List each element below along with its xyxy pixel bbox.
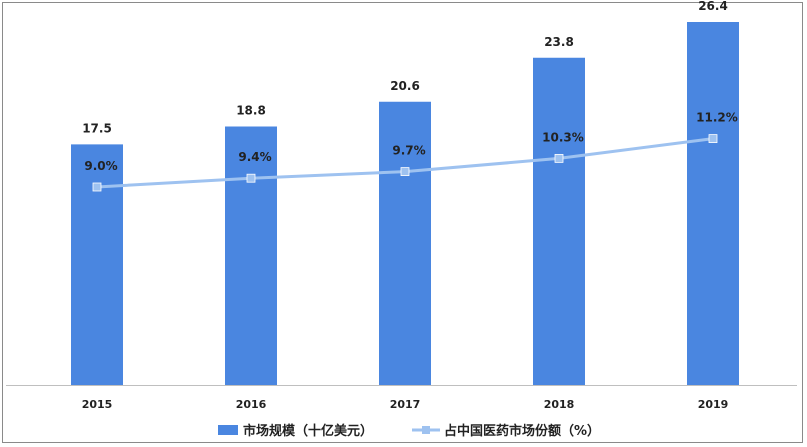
line-value-label-2018: 10.3% [542,130,584,144]
line-marker-2018 [554,153,564,163]
bar-value-label-2016: 18.8 [236,104,266,118]
legend-label-line: 占中国医药市场份额（%） [444,423,600,439]
line-marker-2015 [92,182,102,192]
line-marker-2016 [246,173,256,183]
line-value-label-2016: 9.4% [238,150,271,164]
line-value-labels: 9.0% 9.4% 9.7% 10.3% 11.2% [84,111,737,173]
legend-swatch-line-marker [422,426,430,434]
legend-label-bar: 市场规模（十亿美元） [243,423,373,439]
line-value-label-2017: 9.7% [392,144,425,158]
line-value-label-2015: 9.0% [84,159,117,173]
x-tick-2017: 2017 [390,398,421,411]
line-markers [92,134,718,192]
x-tick-2015: 2015 [82,398,113,411]
x-axis-tick-labels: 2015 2016 2017 2018 2019 [82,398,729,411]
bar-series [71,22,739,385]
bar-2018 [533,57,585,385]
bar-value-labels: 17.5 18.8 20.6 23.8 26.4 [82,0,728,135]
x-tick-2019: 2019 [698,398,729,411]
bar-2015 [71,144,123,385]
bar-2019 [687,22,739,385]
line-marker-2017 [400,167,410,177]
bar-2017 [379,101,431,385]
bar-value-label-2017: 20.6 [390,79,420,93]
bar-value-label-2015: 17.5 [82,121,112,135]
legend: 市场规模（十亿美元） 占中国医药市场份额（%） [218,423,600,439]
line-value-label-2019: 11.2% [696,111,738,125]
x-tick-2018: 2018 [544,398,575,411]
line-marker-2019 [708,134,718,144]
x-tick-2016: 2016 [236,398,267,411]
bar-value-label-2018: 23.8 [544,35,574,49]
bar-2016 [225,126,277,385]
bar-value-label-2019: 26.4 [698,0,728,13]
legend-swatch-bar [218,425,238,435]
